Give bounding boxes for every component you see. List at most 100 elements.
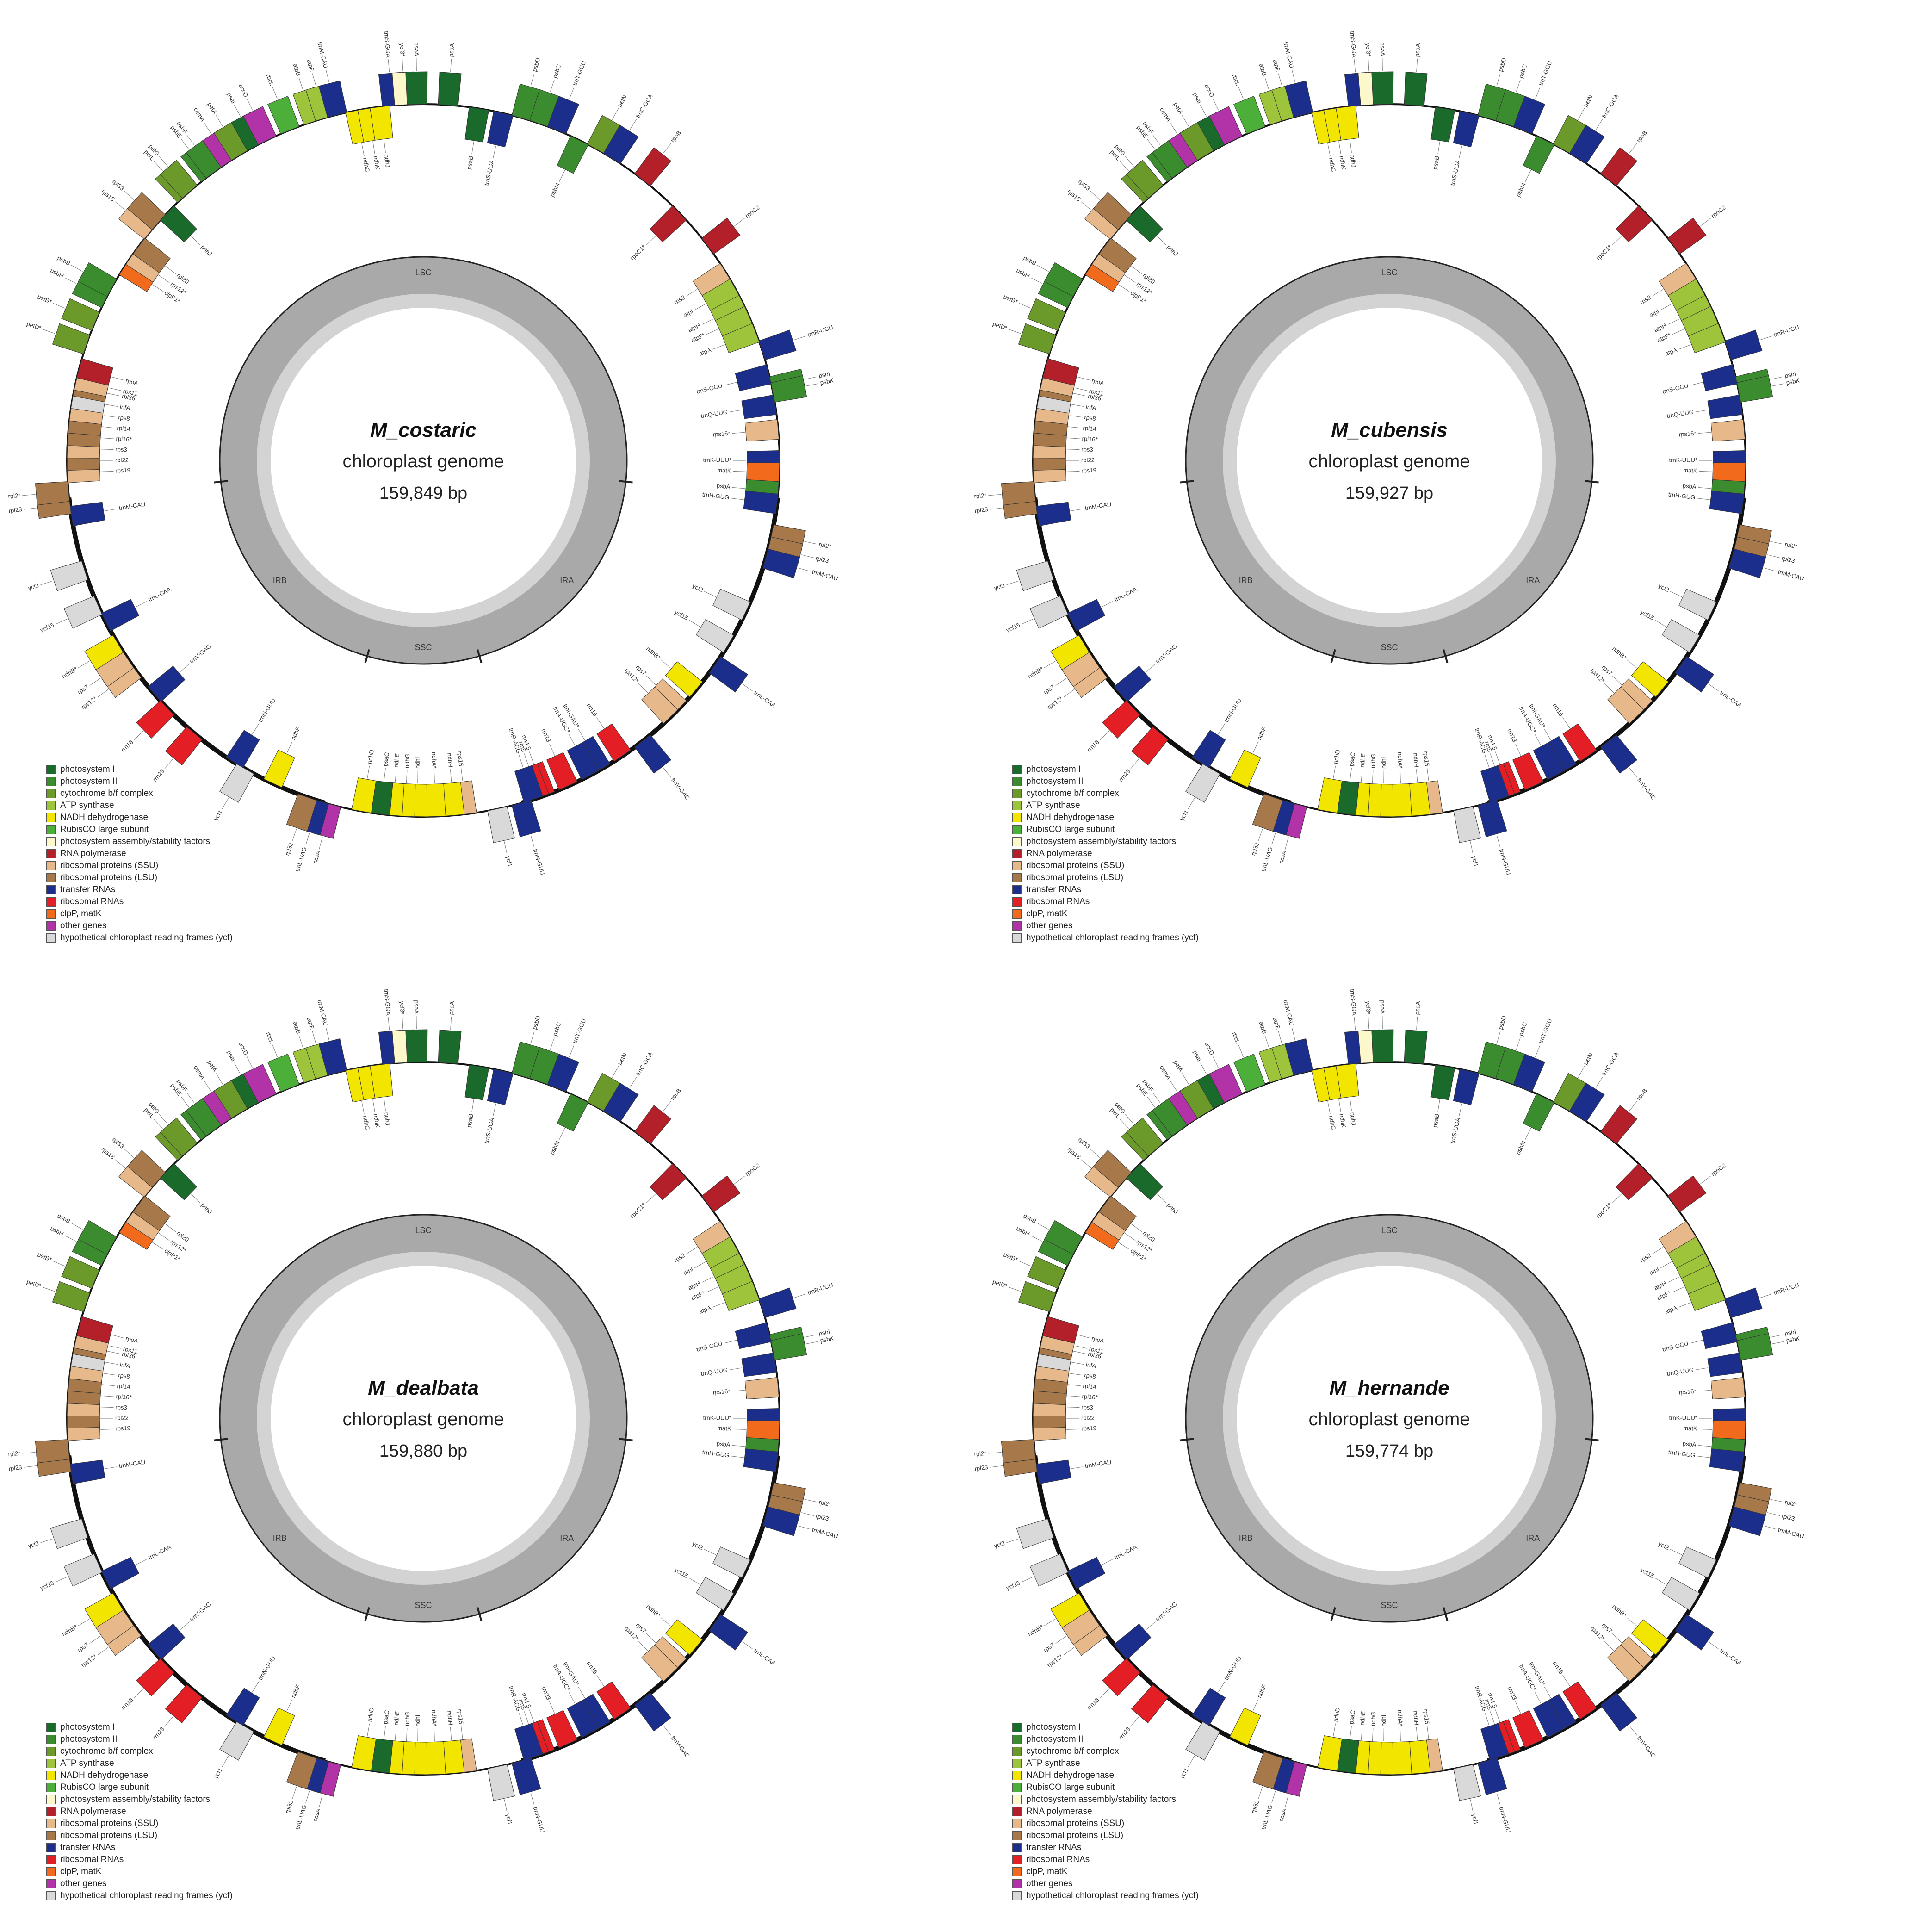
gene-block	[1126, 205, 1163, 242]
gene-block	[1027, 1256, 1066, 1289]
legend-label: photosystem II	[1026, 776, 1084, 786]
gene-label: psaA	[1379, 42, 1387, 56]
gene-block	[1728, 1506, 1766, 1536]
gene-block	[165, 1684, 203, 1724]
gene-label: ndhB*	[1611, 645, 1628, 661]
gene-label: ycf15	[674, 609, 689, 622]
legend-label: ribosomal proteins (SSU)	[60, 1819, 159, 1828]
gene-label: ycf3*	[398, 43, 406, 57]
gene-leader-line	[1070, 509, 1084, 511]
gene-block	[641, 687, 678, 724]
gene-label: rpl23	[1781, 554, 1796, 565]
gene-block	[76, 1316, 113, 1344]
gene-block	[567, 741, 600, 780]
gene-leader-line	[135, 1559, 148, 1565]
gene-leader-line	[361, 1101, 365, 1114]
gene-block	[1562, 723, 1597, 762]
gene-leader-line	[186, 1092, 195, 1104]
legend-swatch	[46, 1831, 56, 1840]
gene-label: cemA	[192, 106, 206, 123]
genome-name: M_costaric	[370, 419, 477, 441]
gene-leader-line	[101, 437, 114, 439]
gene-label: trnQ-UUG	[700, 408, 728, 419]
legend: photosystem I photosystem II cytochrome b/…	[46, 1721, 463, 1902]
gene-label: psbK	[1785, 377, 1800, 386]
gene-label: rps12*	[80, 695, 98, 711]
gene-label: rpl2*	[8, 492, 21, 500]
legend-swatch	[1012, 1759, 1022, 1768]
gene-leader-line	[1427, 1726, 1429, 1739]
gene-leader-line	[222, 797, 229, 809]
gene-label: rpl2*	[1784, 1498, 1798, 1508]
gene-leader-line	[133, 1689, 143, 1698]
gene-leader-line	[646, 1633, 656, 1643]
legend-label: RNA polymerase	[60, 1807, 126, 1816]
gene-label: atpH	[1653, 1279, 1667, 1292]
gene-leader-line	[104, 509, 118, 511]
gene-label: matK	[717, 467, 731, 474]
gene-label: rps15	[1422, 1709, 1431, 1725]
gene-block	[1114, 665, 1152, 702]
gene-leader-line	[1416, 59, 1418, 72]
gene-leader-line	[1764, 1525, 1777, 1530]
gene-leader-line	[1066, 471, 1080, 472]
gene-label: petN	[1582, 1051, 1594, 1066]
gene-block	[1477, 800, 1507, 838]
genome-subtitle: chloroplast genome	[1308, 451, 1470, 472]
gene-leader-line	[186, 134, 195, 146]
gene-label: psbI	[1784, 370, 1796, 379]
legend-item: ribosomal proteins (LSU)	[46, 1830, 463, 1842]
gene-block	[546, 1710, 578, 1748]
gene-leader-line	[222, 1755, 229, 1767]
gene-block	[1631, 661, 1669, 697]
gene-block	[1114, 1623, 1152, 1660]
gene-leader-line	[64, 1235, 76, 1242]
gene-label: rpl16*	[116, 1393, 132, 1401]
gene-leader-line	[1152, 134, 1161, 146]
legend-label: RNA polymerase	[60, 849, 126, 858]
gene-label: psaA	[413, 1000, 421, 1014]
gene-label: ndhG	[1369, 1711, 1377, 1726]
legend-swatch	[46, 885, 56, 894]
legend-label: photosystem II	[60, 776, 118, 786]
gene-leader-line	[734, 218, 745, 226]
gene-leader-line	[115, 201, 125, 211]
gene-leader-line	[1182, 1073, 1189, 1085]
gene-label: trnS-UGA	[483, 159, 495, 186]
gene-leader-line	[1354, 1017, 1356, 1031]
gene-leader-line	[629, 118, 637, 130]
gene-label: petN	[1582, 93, 1594, 108]
legend-swatch	[46, 801, 56, 810]
legend-swatch	[46, 849, 56, 858]
gene-block	[709, 656, 748, 693]
gene-label: ndhJ	[383, 154, 391, 168]
gene-leader-line	[569, 734, 576, 746]
gene-leader-line	[43, 1287, 56, 1292]
gene-label: rps16*	[712, 1387, 731, 1396]
gene-leader-line	[704, 591, 716, 597]
gene-leader-line	[367, 765, 370, 779]
gene-leader-line	[612, 1066, 619, 1078]
gene-leader-line	[1124, 1233, 1136, 1241]
gene-leader-line	[663, 1725, 672, 1736]
gene-block	[567, 1699, 600, 1738]
gene-leader-line	[102, 426, 115, 428]
gene-label: rpoC1*	[1595, 1201, 1613, 1219]
gene-label: psaA	[1413, 43, 1421, 57]
gene-label: rpoB	[669, 1087, 682, 1101]
gene-block	[1678, 1546, 1717, 1578]
gene-leader-line	[1037, 265, 1049, 272]
gene-block	[1453, 1764, 1481, 1801]
region-label: IRA	[1526, 576, 1540, 585]
genome-length: 159,880 bp	[379, 1441, 468, 1461]
legend-label: ribosomal RNAs	[1026, 1855, 1090, 1864]
gene-leader-line	[1213, 98, 1219, 111]
region-label: IRA	[1526, 1534, 1540, 1543]
gene-leader-line	[530, 835, 535, 848]
gene-leader-line	[1258, 828, 1263, 841]
gene-leader-line	[384, 768, 386, 781]
gene-label: psaA	[413, 42, 421, 56]
region-label: SSC	[415, 643, 432, 652]
gene-block	[263, 1708, 295, 1746]
gene-label: psbA	[716, 1440, 731, 1448]
